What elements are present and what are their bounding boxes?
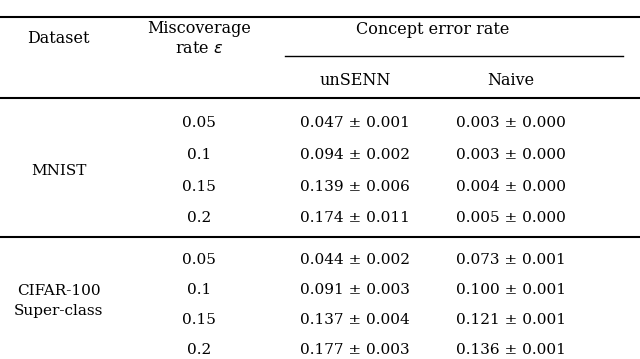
Text: 0.073 ± 0.001: 0.073 ± 0.001 bbox=[456, 253, 566, 267]
Text: 0.003 ± 0.000: 0.003 ± 0.000 bbox=[456, 116, 566, 130]
Text: Concept error rate: Concept error rate bbox=[356, 21, 510, 38]
Text: MNIST: MNIST bbox=[31, 164, 86, 178]
Text: 0.091 ± 0.003: 0.091 ± 0.003 bbox=[300, 283, 410, 297]
Text: Miscoverage
rate $\varepsilon$: Miscoverage rate $\varepsilon$ bbox=[147, 20, 251, 57]
Text: 0.177 ± 0.003: 0.177 ± 0.003 bbox=[300, 342, 410, 356]
Text: 0.044 ± 0.002: 0.044 ± 0.002 bbox=[300, 253, 410, 267]
Text: 0.05: 0.05 bbox=[182, 253, 216, 267]
Text: 0.121 ± 0.001: 0.121 ± 0.001 bbox=[456, 313, 566, 327]
Text: 0.139 ± 0.006: 0.139 ± 0.006 bbox=[300, 180, 410, 194]
Text: 0.2: 0.2 bbox=[187, 342, 211, 356]
Text: 0.136 ± 0.001: 0.136 ± 0.001 bbox=[456, 342, 566, 356]
Text: 0.004 ± 0.000: 0.004 ± 0.000 bbox=[456, 180, 566, 194]
Text: Naive: Naive bbox=[488, 72, 535, 89]
Text: 0.003 ± 0.000: 0.003 ± 0.000 bbox=[456, 148, 566, 162]
Text: 0.1: 0.1 bbox=[187, 148, 211, 162]
Text: 0.05: 0.05 bbox=[182, 116, 216, 130]
Text: 0.100 ± 0.001: 0.100 ± 0.001 bbox=[456, 283, 566, 297]
Text: Dataset: Dataset bbox=[28, 30, 90, 47]
Text: 0.15: 0.15 bbox=[182, 313, 216, 327]
Text: unSENN: unSENN bbox=[319, 72, 391, 89]
Text: 0.047 ± 0.001: 0.047 ± 0.001 bbox=[300, 116, 410, 130]
Text: 0.1: 0.1 bbox=[187, 283, 211, 297]
Text: 0.174 ± 0.011: 0.174 ± 0.011 bbox=[300, 211, 410, 225]
Text: 0.094 ± 0.002: 0.094 ± 0.002 bbox=[300, 148, 410, 162]
Text: 0.15: 0.15 bbox=[182, 180, 216, 194]
Text: 0.137 ± 0.004: 0.137 ± 0.004 bbox=[300, 313, 410, 327]
Text: CIFAR-100
Super-class: CIFAR-100 Super-class bbox=[14, 284, 104, 318]
Text: 0.2: 0.2 bbox=[187, 211, 211, 225]
Text: 0.005 ± 0.000: 0.005 ± 0.000 bbox=[456, 211, 566, 225]
